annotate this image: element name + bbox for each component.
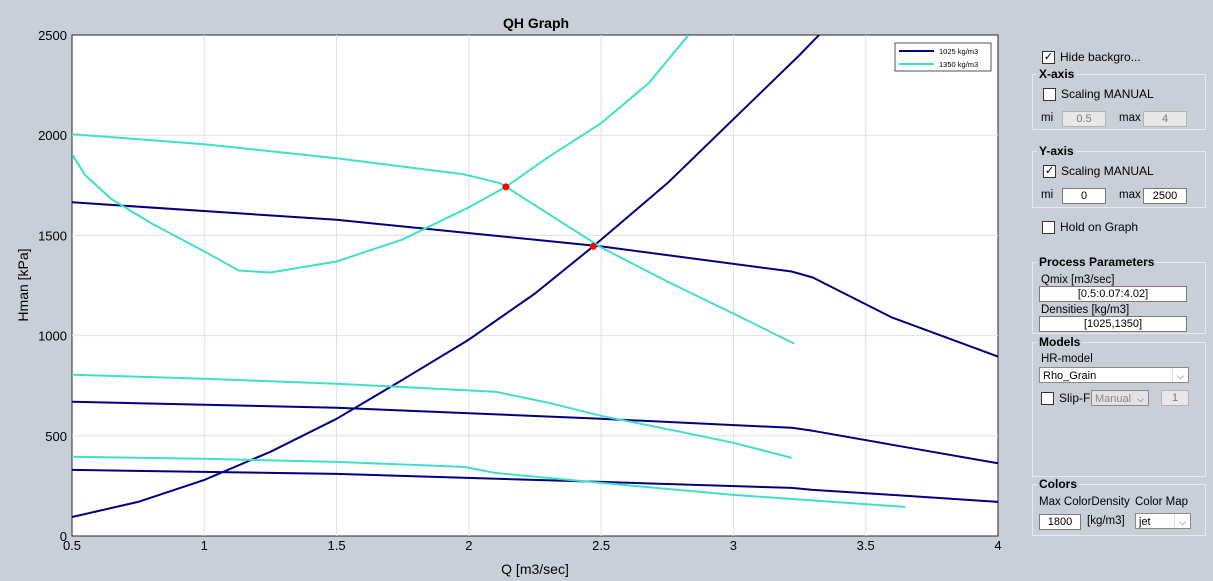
hide-background-check-icon[interactable]: ✓ (1042, 50, 1055, 64)
models-group: Models HR-model Rho_Grain ⌵ Slip-F Manua… (1032, 335, 1206, 477)
y-scaling-checkbox[interactable]: ✓ Scaling MANUAL (1043, 164, 1154, 178)
x-tick-label: 0.5 (63, 538, 81, 553)
y-axis-label: Hman [kPa] (15, 248, 31, 321)
y-tick-label: 500 (45, 429, 67, 444)
y-tick-label: 2500 (38, 28, 67, 43)
x-tick-labels: 0.5 1 1.5 2 2.5 3 3.5 4 (63, 538, 1002, 553)
color-map-value: jet (1139, 516, 1151, 528)
y-max-input[interactable]: 2500 (1143, 188, 1187, 204)
grid-lines (72, 35, 998, 536)
hr-model-value: Rho_Grain (1043, 370, 1097, 382)
colors-title: Colors (1037, 477, 1080, 491)
operating-point-2 (589, 242, 597, 250)
plot-area (71, 34, 999, 537)
x-max-label: max (1119, 112, 1141, 124)
x-max-input[interactable]: 4 (1143, 111, 1187, 127)
density-unit-label: [kg/m3] (1087, 515, 1125, 527)
x-axis-group: X-axis Scaling MANUAL mi 0.5 max 4 (1032, 67, 1206, 130)
chart-title: QH Graph (503, 15, 569, 31)
slip-mode-value: Manual (1095, 393, 1132, 405)
slip-value-input[interactable]: 1 (1161, 390, 1189, 406)
y-axis-group: Y-axis ✓ Scaling MANUAL mi 0 max 2500 (1032, 144, 1206, 208)
hold-on-graph-label: Hold on Graph (1060, 220, 1139, 234)
qmix-input[interactable]: [0.5:0.07:4.02] (1039, 286, 1187, 302)
chevron-down-icon[interactable]: ⌵ (1172, 368, 1188, 382)
y-tick-labels: 0 500 1000 1500 2000 2500 (38, 28, 67, 544)
x-axis-label: Q [m3/sec] (501, 561, 569, 577)
hold-on-graph-box[interactable] (1042, 220, 1055, 234)
densities-input[interactable]: [1025,1350] (1039, 316, 1187, 332)
x-min-input[interactable]: 0.5 (1062, 111, 1106, 127)
slip-f-checkbox[interactable]: Slip-F (1041, 391, 1090, 405)
max-color-density-label: Max ColorDensity (1039, 496, 1130, 508)
series-line-6 (72, 373, 792, 459)
legend-entry-2: 1350 kg/m3 (939, 60, 978, 69)
qmix-label: Qmix [m3/sec] (1041, 274, 1115, 286)
operating-point-1 (502, 183, 510, 191)
y-axis-title: Y-axis (1037, 144, 1076, 158)
qh-graph[interactable]: QH Graph 0.5 1 1.5 2 2.5 3 3.5 4 0 500 1000 1500 20… (0, 0, 1010, 581)
series-line-7 (72, 455, 906, 508)
x-scaling-checkbox[interactable]: Scaling MANUAL (1043, 87, 1154, 101)
x-min-label: mi (1041, 112, 1054, 124)
series-line-1 (72, 201, 998, 358)
x-tick-label: 2 (465, 538, 472, 553)
y-tick-label: 2000 (38, 128, 67, 143)
y-min-label: mi (1041, 189, 1054, 201)
color-map-label: Color Map (1135, 496, 1189, 508)
chevron-down-icon[interactable]: ⌵ (1174, 514, 1190, 528)
control-panel: ✓ Hide backgro... X-axis Scaling MANUAL … (1010, 0, 1213, 581)
series-line-5 (72, 133, 795, 345)
legend-entry-1: 1025 kg/m3 (939, 47, 978, 56)
process-parameters-group: Process Parameters Qmix [m3/sec] [0.5:0.… (1032, 255, 1206, 334)
series-line-3 (72, 468, 998, 503)
y-tick-label: 0 (60, 529, 67, 544)
y-min-input[interactable]: 0 (1062, 188, 1106, 204)
colors-group: Colors Max ColorDensity 1800 [kg/m3] Col… (1032, 477, 1206, 536)
series-line-8 (72, 35, 690, 274)
x-tick-label: 2.5 (592, 538, 610, 553)
x-tick-label: 1.5 (328, 538, 346, 553)
chevron-down-icon[interactable]: ⌵ (1132, 391, 1148, 405)
y-scaling-check-icon[interactable]: ✓ (1043, 164, 1056, 178)
x-tick-label: 4 (994, 538, 1001, 553)
x-tick-label: 3.5 (857, 538, 875, 553)
y-tick-label: 1000 (38, 329, 67, 344)
y-tick-label: 1500 (38, 228, 67, 243)
slip-f-label: Slip-F (1059, 391, 1091, 405)
operating-points (502, 183, 597, 250)
hide-background-label: Hide backgro... (1060, 50, 1141, 64)
max-color-density-input[interactable]: 1800 (1039, 514, 1081, 530)
y-scaling-label: Scaling MANUAL (1061, 164, 1154, 178)
series-group (72, 35, 998, 518)
legend[interactable]: 1025 kg/m3 1350 kg/m3 (894, 42, 992, 72)
process-parameters-title: Process Parameters (1037, 255, 1157, 269)
series-line-4 (72, 35, 821, 518)
series-line-2 (72, 400, 998, 465)
hold-on-graph-checkbox[interactable]: Hold on Graph (1042, 220, 1138, 234)
slip-mode-select[interactable]: Manual ⌵ (1091, 390, 1149, 406)
x-scaling-box[interactable] (1043, 87, 1056, 101)
hr-model-label: HR-model (1041, 353, 1093, 365)
slip-f-box[interactable] (1041, 391, 1054, 405)
x-axis-title: X-axis (1037, 67, 1077, 81)
models-title: Models (1037, 335, 1083, 349)
x-tick-label: 3 (730, 538, 737, 553)
hide-background-checkbox[interactable]: ✓ Hide backgro... (1042, 50, 1141, 64)
color-map-select[interactable]: jet ⌵ (1135, 513, 1191, 529)
x-scaling-label: Scaling MANUAL (1061, 87, 1154, 101)
y-max-label: max (1119, 189, 1141, 201)
hr-model-select[interactable]: Rho_Grain ⌵ (1039, 367, 1189, 383)
x-tick-label: 1 (201, 538, 208, 553)
densities-label: Densities [kg/m3] (1041, 304, 1130, 316)
